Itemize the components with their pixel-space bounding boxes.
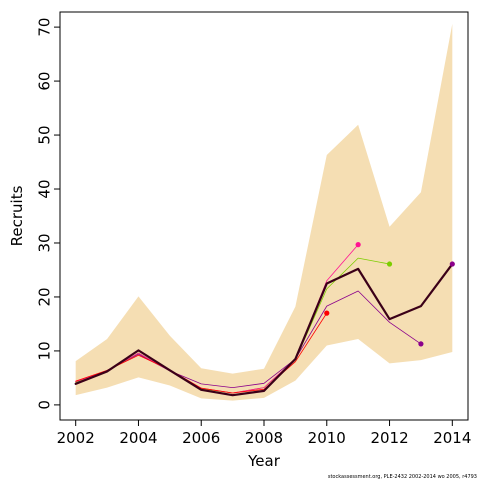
x-tick-label: 2006: [182, 429, 220, 447]
x-tick-label: 2010: [308, 429, 346, 447]
y-tick-label: 60: [36, 72, 54, 91]
x-tick-label: 2014: [433, 429, 471, 447]
footnote-text: stockassessment.org, PLE-2432 2002-2014 …: [327, 474, 477, 480]
series-lines: [74, 244, 454, 397]
y-tick-label: 50: [36, 126, 54, 145]
x-axis-title: Year: [247, 452, 281, 470]
endpoint-marker-2010: [324, 310, 330, 316]
series-line-1: [75, 290, 422, 389]
y-tick-label: 70: [36, 18, 54, 37]
confidence-band: [75, 23, 453, 401]
series-line-5: [74, 262, 454, 397]
axes: 2002 2004 2006 2008 2010 2012 2014 0 10 20 30 40 50 6…: [36, 18, 472, 447]
y-tick-label: 20: [36, 287, 54, 306]
y-tick-label: 0: [36, 400, 54, 410]
y-tick-label: 40: [36, 179, 54, 198]
confidence-band-area: [75, 23, 453, 401]
endpoint-marker-2012: [386, 261, 393, 267]
endpoint-marker-2014: [449, 261, 455, 267]
x-tick-label: 2012: [370, 429, 408, 447]
endpoint-marker-2013: [418, 341, 424, 347]
y-tick-label: 30: [36, 233, 54, 252]
y-tick-label: 10: [36, 341, 54, 360]
endpoint-marker-2011: [355, 242, 361, 248]
x-tick-label: 2002: [57, 429, 95, 447]
series-endpoints: [324, 242, 455, 347]
x-tick-label: 2008: [245, 429, 283, 447]
y-axis-title: Recruits: [8, 185, 26, 246]
plot-frame: [59, 11, 469, 421]
x-tick-label: 2004: [119, 429, 157, 447]
